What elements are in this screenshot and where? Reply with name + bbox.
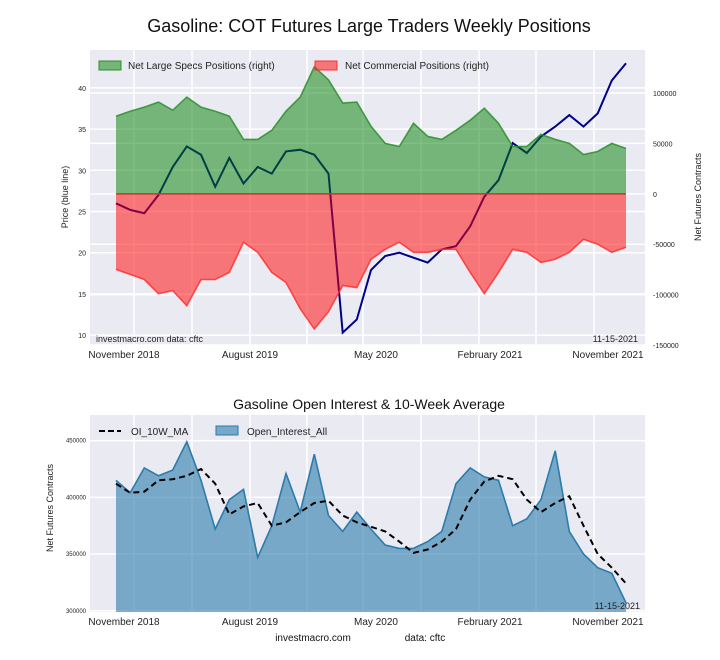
y-tick-label-left: 10 (78, 333, 86, 340)
top-chart: November 2018 August 2019 May 2020 February… (60, 50, 703, 361)
y-tick-label-right: 0 (653, 192, 657, 199)
legend-label-commercial: Net Commercial Positions (right) (345, 61, 489, 72)
x-tick-label: February 2021 (457, 350, 522, 361)
y-axis-label: Net Futures Contracts (45, 463, 55, 552)
x-tick-label: May 2020 (354, 350, 398, 361)
legend-label-oi: Open_Interest_All (247, 427, 327, 438)
legend-swatch-commercial (314, 60, 338, 71)
specs-area-line (115, 65, 627, 156)
date-annotation: 11-15-2021 (595, 601, 640, 611)
specs-area (116, 66, 626, 194)
legend-swatch-specs (98, 60, 122, 71)
y-tick-label-left: 40 (78, 86, 86, 93)
x-tick-label: August 2019 (222, 350, 279, 361)
y-tick-label: 450000 (66, 439, 87, 445)
x-tick-label: November 2021 (572, 350, 644, 361)
y-tick-label: 400000 (66, 495, 87, 501)
x-tick-label: May 2020 (354, 617, 398, 628)
y-tick-label-right: -150000 (653, 343, 679, 350)
y-axis-label-left: Price (blue line) (60, 166, 70, 229)
footer-source: investmacro.com (275, 633, 351, 644)
x-tick-label: November 2018 (88, 350, 160, 361)
y-tick-label: 300000 (66, 609, 87, 615)
y-tick-label-left: 25 (78, 210, 86, 217)
commercial-area (116, 193, 626, 329)
y-tick-label-right: 100000 (653, 91, 676, 98)
source-annotation: investmacro.com data: cftc (96, 334, 204, 344)
open-interest-line (115, 439, 627, 604)
y-tick-label-right: -50000 (653, 242, 675, 249)
legend-label-ma: OI_10W_MA (131, 427, 189, 438)
bottom-chart-title: Gasoline Open Interest & 10-Week Average (233, 396, 505, 412)
y-tick-label-left: 15 (78, 292, 86, 299)
legend-swatch-oi (215, 425, 239, 436)
x-tick-label: February 2021 (457, 617, 522, 628)
bottom-chart: November 2018 August 2019 May 2020 February… (45, 415, 645, 628)
top-chart-title: Gasoline: COT Futures Large Traders Week… (147, 16, 591, 36)
y-tick-label-right: -100000 (653, 293, 679, 300)
x-tick-label: November 2018 (88, 617, 160, 628)
footer-data: data: cftc (405, 633, 446, 644)
x-tick-label: November 2021 (572, 617, 644, 628)
y-tick-label: 350000 (66, 552, 87, 558)
commercial-area-line (115, 238, 627, 331)
y-tick-label-left: 35 (78, 127, 86, 134)
ma-line (115, 467, 627, 585)
y-tick-label-left: 20 (78, 251, 86, 258)
y-axis-label-right: Net Futures Contracts (693, 152, 703, 241)
open-interest-area (116, 441, 626, 612)
legend-label-specs: Net Large Specs Positions (right) (128, 61, 275, 72)
y-tick-label-left: 30 (78, 168, 86, 175)
x-tick-label: August 2019 (222, 617, 279, 628)
y-tick-label-right: 50000 (653, 141, 673, 148)
date-annotation: 11-15-2021 (593, 334, 638, 344)
